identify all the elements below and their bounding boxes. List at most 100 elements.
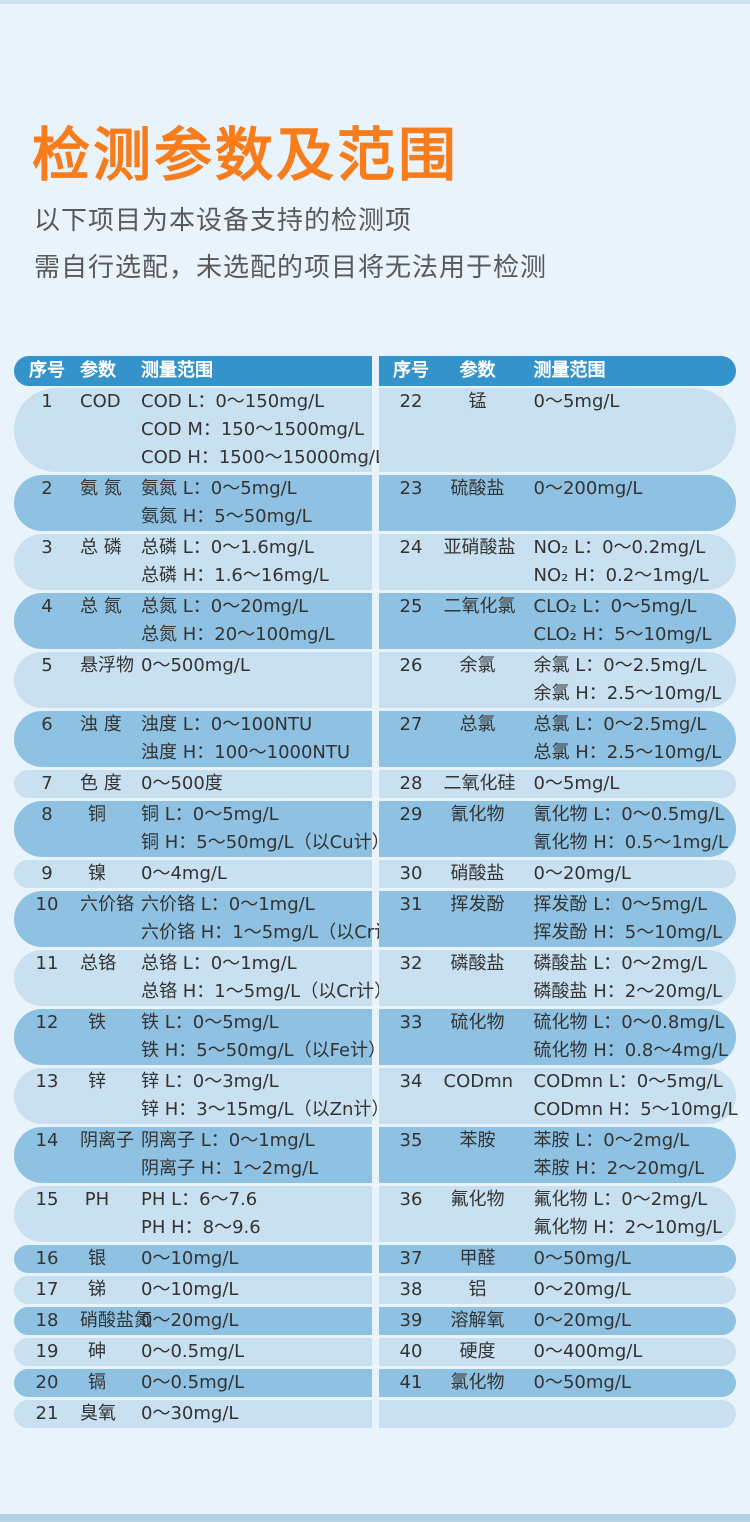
row-ranges: 0～50mg/L xyxy=(512,1369,737,1397)
row-number: 21 xyxy=(35,1403,59,1424)
range-value: 锌 H：3～15mg/L（以Zn计） xyxy=(141,1099,390,1120)
row-number: 31 xyxy=(399,894,423,915)
range-value: 0～4mg/L xyxy=(141,863,227,884)
row-parameter: COD xyxy=(80,391,121,412)
row-number: 30 xyxy=(399,863,423,884)
range-value: CODmn H：5～10mg/L xyxy=(533,1099,738,1120)
table-row: 35 苯胺 苯胺 L：0～2mg/L 苯胺 H：2～20mg/L xyxy=(378,1127,736,1183)
table-row: 5 悬浮物 0～500mg/L xyxy=(14,652,372,708)
table-row: 26 余氯 余氯 L：0～2.5mg/L 余氯 H：2.5～10mg/L xyxy=(378,652,736,708)
range-value: 总氯 L：0～2.5mg/L xyxy=(533,714,707,735)
row-ranges: PH L：6～7.6 PH H：8～9.6 xyxy=(114,1186,372,1242)
row-parameter: 硫酸盐 xyxy=(450,478,505,499)
table-row: 23 硫酸盐 0～200mg/L xyxy=(378,475,737,531)
row-number: 15 xyxy=(35,1189,59,1210)
row-number: 14 xyxy=(35,1130,59,1151)
row-ranges: 0～20mg/L xyxy=(512,860,737,888)
range-value: 0～0.5mg/L xyxy=(141,1341,245,1362)
column-header-parameter: 参数 xyxy=(80,360,116,381)
row-ranges: 0～500mg/L xyxy=(114,652,372,708)
table-body-left: 1 COD COD L：0～150mg/L COD M：150～1500mg/L COD… xyxy=(14,388,410,1428)
row-number xyxy=(379,1400,444,1428)
range-value: 总氯 H：2.5～10mg/L xyxy=(533,742,722,763)
range-value: 0～20mg/L xyxy=(141,1310,239,1331)
row-parameter: 锰 xyxy=(468,391,487,412)
row-number: 32 xyxy=(399,953,423,974)
range-value: 挥发酚 L：0～5mg/L xyxy=(533,894,708,915)
row-ranges: CLO₂ L：0～5mg/L CLO₂ H：5～10mg/L xyxy=(512,593,737,649)
row-parameter: 砷 xyxy=(88,1341,106,1362)
range-value: 0～0.5mg/L xyxy=(141,1372,245,1393)
row-ranges: 0～400mg/L xyxy=(512,1338,737,1366)
range-value: PH H：8～9.6 xyxy=(141,1217,261,1238)
row-ranges: 0～20mg/L xyxy=(114,1307,372,1335)
table-row: 32 磷酸盐 磷酸盐 L：0～2mg/L 磷酸盐 H：2～20mg/L xyxy=(378,950,737,1006)
row-parameter: CODmn xyxy=(443,1071,514,1092)
row-parameter: PH xyxy=(84,1189,110,1210)
row-ranges: 0～200mg/L xyxy=(512,475,737,531)
range-value: COD M：150～1500mg/L xyxy=(141,419,365,440)
row-ranges: 0～5mg/L xyxy=(512,770,737,798)
row-parameter: 硫化物 xyxy=(450,1012,505,1033)
range-value: CLO₂ L：0～5mg/L xyxy=(533,596,697,617)
row-number: 24 xyxy=(399,537,423,558)
row-number: 28 xyxy=(399,773,423,794)
table-row: 37 甲醛 0～50mg/L xyxy=(378,1245,736,1273)
range-value: 氨氮 L：0～5mg/L xyxy=(141,478,297,499)
range-value: 0～5mg/L xyxy=(533,773,620,794)
range-value: 浊度 H：100～1000NTU xyxy=(141,742,351,763)
row-number: 7 xyxy=(41,773,53,794)
table-header-right: 序号 参数 测量范围 xyxy=(378,356,736,386)
row-number: 6 xyxy=(41,714,53,735)
range-value: 余氯 L：0～2.5mg/L xyxy=(533,655,707,676)
range-value: 苯胺 H：2～20mg/L xyxy=(533,1158,705,1179)
row-parameter: 铝 xyxy=(468,1279,487,1300)
range-value: 苯胺 L：0～2mg/L xyxy=(533,1130,690,1151)
row-ranges: 总氯 L：0～2.5mg/L 总氯 H：2.5～10mg/L xyxy=(512,711,737,767)
table-row: 10 六价铬 六价铬 L：0～1mg/L 六价铬 H：1～5mg/L（以Cr计） xyxy=(14,891,410,947)
range-value: 总氮 L：0～20mg/L xyxy=(141,596,309,617)
table-row: 33 硫化物 硫化物 L：0～0.8mg/L 硫化物 H：0.8～4mg/L xyxy=(378,1009,736,1065)
bottom-edge-strip xyxy=(0,1514,750,1522)
table-row: 19 砷 0～0.5mg/L xyxy=(14,1338,372,1366)
table-row: 17 锑 0～10mg/L xyxy=(14,1276,372,1304)
row-parameter: 铁 xyxy=(88,1012,106,1033)
row-number: 38 xyxy=(399,1279,423,1300)
column-header-number: 序号 xyxy=(393,360,429,381)
row-number: 18 xyxy=(35,1310,59,1331)
row-number: 12 xyxy=(35,1012,59,1033)
parameter-table-right: 序号 参数 测量范围 22 锰 0～5mg/L 23 硫酸盐 0～200mg/L 24 亚硝酸… xyxy=(378,356,738,1431)
range-value: 0～10mg/L xyxy=(141,1279,239,1300)
row-ranges: 铜 L：0～5mg/L 铜 H：5～50mg/L（以Cu计） xyxy=(114,801,390,857)
row-ranges: 铁 L：0～5mg/L 铁 H：5～50mg/L（以Fe计） xyxy=(114,1009,386,1065)
row-ranges: 磷酸盐 L：0～2mg/L 磷酸盐 H：2～20mg/L xyxy=(512,950,737,1006)
column-header-parameter: 参数 xyxy=(459,360,496,381)
range-value: 阴离子 L：0～1mg/L xyxy=(141,1130,315,1151)
row-number: 26 xyxy=(399,655,423,676)
row-parameter: 氰化物 xyxy=(450,804,505,825)
range-value: 阴离子 H：1～2mg/L xyxy=(141,1158,319,1179)
row-number: 9 xyxy=(41,863,53,884)
row-parameter: 硬度 xyxy=(459,1341,496,1362)
row-parameter: 六价铬 xyxy=(80,894,134,915)
range-value: 氰化物 L：0～0.5mg/L xyxy=(533,804,725,825)
row-parameter: 铜 xyxy=(88,804,106,825)
column-header-number: 序号 xyxy=(29,360,65,381)
row-parameter: 镍 xyxy=(88,863,106,884)
row-number: 4 xyxy=(41,596,53,617)
row-number: 1 xyxy=(41,391,53,412)
range-value: 挥发酚 H：5～10mg/L xyxy=(533,922,723,943)
row-parameter: 硝酸盐 xyxy=(450,863,505,884)
row-parameter: 二氧化硅 xyxy=(443,773,516,794)
table-row: 15 PH PH L：6～7.6 PH H：8～9.6 xyxy=(14,1186,372,1242)
table-row: 8 铜 铜 L：0～5mg/L 铜 H：5～50mg/L（以Cu计） xyxy=(14,801,390,857)
range-value: 铁 L：0～5mg/L xyxy=(141,1012,279,1033)
table-row: 13 锌 锌 L：0～3mg/L 锌 H：3～15mg/L（以Zn计） xyxy=(14,1068,390,1124)
table-row: 20 镉 0～0.5mg/L xyxy=(14,1369,372,1397)
range-value: CODmn L：0～5mg/L xyxy=(533,1071,723,1092)
row-parameter: 浊 度 xyxy=(80,714,122,735)
row-number: 35 xyxy=(399,1130,423,1151)
table-row: 28 二氧化硅 0～5mg/L xyxy=(378,770,737,798)
row-parameter: 甲醛 xyxy=(459,1248,496,1269)
row-parameter: 氨 氮 xyxy=(80,478,122,499)
